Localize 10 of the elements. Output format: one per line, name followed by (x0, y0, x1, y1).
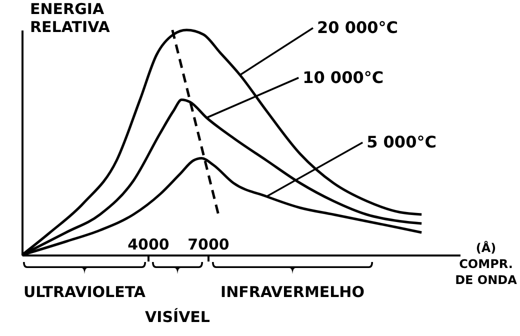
text: INFRAVERMELHO (220, 283, 364, 301)
text: 10 000°C (302, 68, 384, 87)
text: ULTRAVIOLETA (23, 283, 146, 301)
y-axis-title: ENERGIA RELATIVA (30, 0, 110, 36)
text: 5 000°C (366, 132, 436, 152)
x-axis-title: (Å) COMPR. DE ONDA (455, 240, 518, 287)
x-tick-label: 7000 (188, 236, 230, 254)
text: VISÍVEL (145, 308, 210, 326)
x-tick-label: 4000 (128, 236, 170, 254)
text: 20 000°C (317, 18, 398, 37)
